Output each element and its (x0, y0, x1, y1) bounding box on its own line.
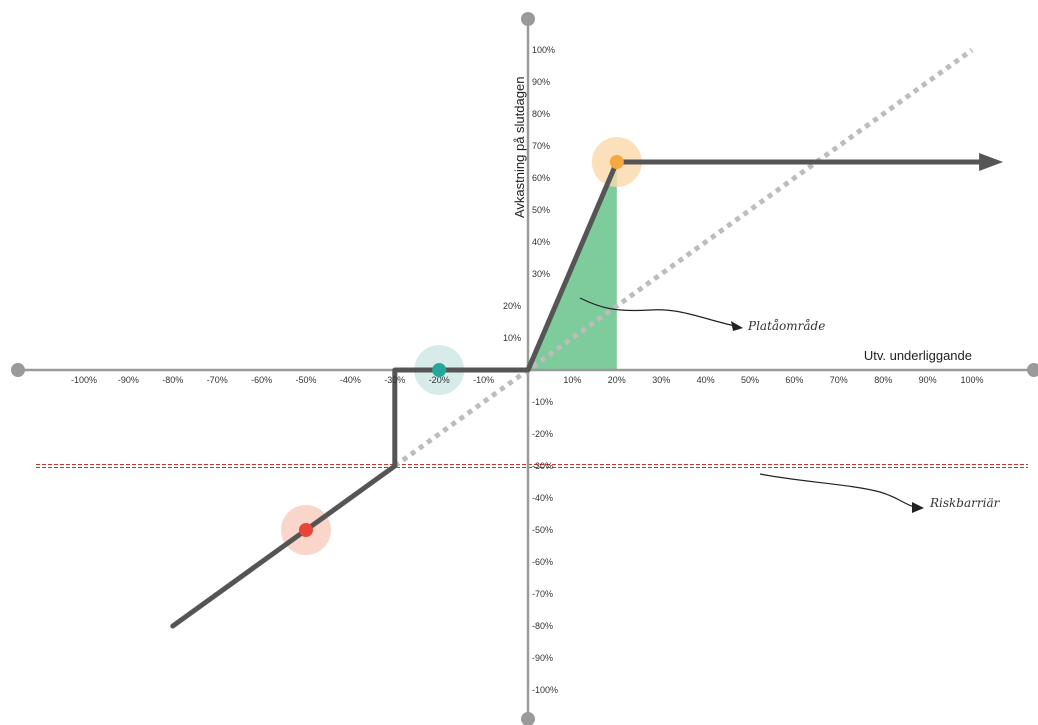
reference-dotted-line (393, 47, 974, 469)
y-tick-label: -60% (532, 557, 553, 567)
payoff-arrowhead (979, 153, 1004, 171)
x-tick-label: -80% (162, 375, 183, 385)
x-tick-label: 20% (608, 375, 626, 385)
highlight-point-2 (299, 523, 313, 537)
highlight-dots (299, 155, 624, 537)
y-tick-label: 100% (532, 45, 555, 55)
highlight-point-0 (609, 155, 624, 169)
x-tick-label: 80% (874, 375, 892, 385)
y-tick-label: 50% (532, 205, 550, 215)
x-tick-label: 100% (960, 375, 983, 385)
x-tick-label: -30% (384, 375, 405, 385)
y-tick-label: -80% (532, 621, 553, 631)
x-tick-label: 50% (741, 375, 759, 385)
plateau-annotation-curve (579, 297, 736, 327)
x-tick-label: -100% (71, 375, 97, 385)
barrier-annotation-curve (759, 473, 916, 508)
y-tick-label: 80% (532, 109, 550, 119)
barrier-annotation-arrowhead (912, 502, 924, 513)
x-tick-label: -90% (118, 375, 139, 385)
plateau-annotation-arrowhead (731, 321, 743, 331)
x-axis-left-endpoint (11, 363, 25, 377)
y-tick-label: 10% (503, 333, 521, 343)
y-axis-top-endpoint (521, 12, 535, 26)
y-tick-labels: 10% 20% 30% 40% 50% 60% 70% 80% 90% 100% -10% -20% -… (503, 45, 558, 695)
y-tick-label: 60% (532, 173, 550, 183)
x-tick-label: -40% (340, 375, 361, 385)
x-tick-label: -10% (473, 375, 494, 385)
y-tick-label: 70% (532, 141, 550, 151)
x-tick-label: -20% (429, 375, 450, 385)
y-tick-label: -20% (532, 429, 553, 439)
y-tick-label: 40% (532, 237, 550, 247)
x-tick-label: -50% (295, 375, 316, 385)
y-tick-label: -100% (532, 685, 558, 695)
x-tick-label: 30% (652, 375, 670, 385)
x-tick-label: 10% (563, 375, 581, 385)
x-axis-title: Utv. underliggande (864, 348, 972, 363)
highlight-point-1 (432, 363, 447, 377)
x-tick-label: -60% (251, 375, 272, 385)
y-tick-label: -70% (532, 589, 553, 599)
y-axis-bottom-endpoint (521, 712, 535, 725)
x-tick-labels: -100% -90% -80% -70% -60% -50% -40% -30% -20% -10… (71, 375, 984, 385)
y-tick-label: -50% (532, 525, 553, 535)
x-tick-label: 70% (830, 375, 848, 385)
y-tick-label: -10% (532, 397, 553, 407)
x-tick-label: -70% (207, 375, 228, 385)
x-tick-label: 90% (919, 375, 937, 385)
x-axis-right-endpoint (1027, 363, 1038, 377)
x-tick-label: 60% (785, 375, 803, 385)
y-tick-label: -90% (532, 653, 553, 663)
y-tick-label: -40% (532, 493, 553, 503)
y-axis-title: Avkastning på slutdagen (512, 77, 527, 218)
y-tick-label: 20% (503, 301, 521, 311)
y-tick-label: -30% (532, 461, 553, 471)
payoff-line (170, 159, 992, 629)
x-tick-label: 40% (697, 375, 715, 385)
y-tick-label: 90% (532, 77, 550, 87)
barrier-annotation: Riskbarriär (929, 496, 1001, 510)
plateau-annotation: Platåområde (747, 318, 825, 333)
y-tick-label: 30% (532, 269, 550, 279)
